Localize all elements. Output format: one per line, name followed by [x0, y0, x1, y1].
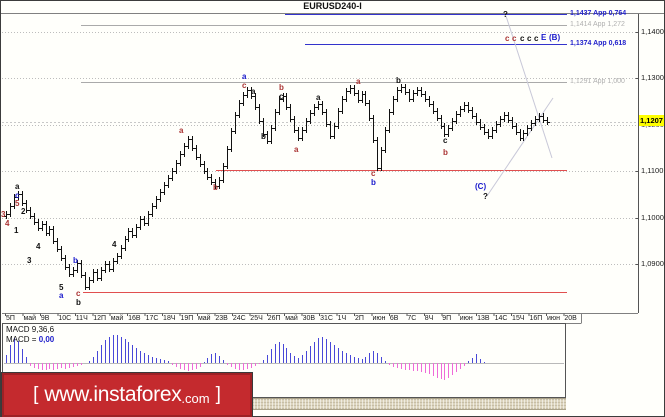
macd-bars-negative — [30, 363, 465, 380]
chart-scrollbar[interactable] — [2, 398, 566, 410]
current-price-badge: 1,1207 — [639, 115, 664, 126]
instaforex-watermark: [ www.instaforex .com ] — [2, 373, 252, 417]
chart-title: EURUSD240-I — [303, 1, 362, 11]
logo-text: www.instaforex — [44, 383, 182, 406]
projection-line — [505, 15, 553, 159]
logo-bracket-left: [ — [33, 384, 39, 405]
logo-suffix: .com — [181, 391, 210, 406]
macd-value-label: MACD = 0,00 — [6, 336, 54, 344]
macd-eq-label: MACD = — [6, 335, 37, 344]
pane-border — [2, 323, 566, 398]
macd-indicator-label: MACD 9,36,6 — [6, 325, 55, 334]
price-bars — [4, 84, 550, 290]
logo-bracket-right: ] — [215, 384, 221, 405]
macd-bars-positive — [6, 335, 485, 363]
macd-current-value: 0,00 — [38, 335, 55, 344]
projection-line — [486, 97, 554, 197]
